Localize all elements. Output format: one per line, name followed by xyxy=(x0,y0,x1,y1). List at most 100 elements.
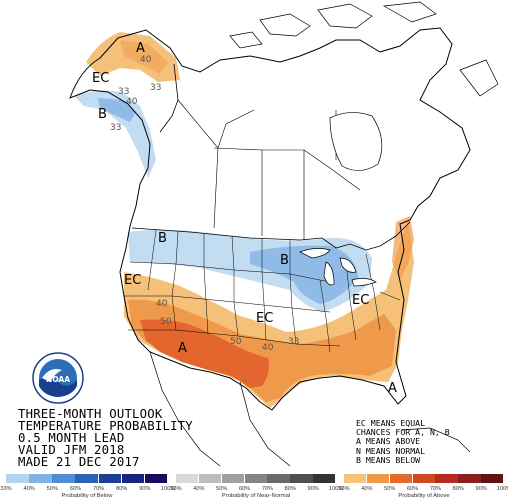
above-scale-tick: 80% xyxy=(452,486,464,492)
above-scale-tick: 40% xyxy=(361,486,373,492)
normal-scale-tick: 33% xyxy=(170,486,182,492)
above-scale-tick: 50% xyxy=(384,486,396,492)
state-lines xyxy=(124,229,401,353)
below-scale-swatch xyxy=(29,474,52,483)
below-scale-tick: 70% xyxy=(92,486,105,492)
forecast-map: A EC B B B EC EC EC A A 40 33 33 33 40 4… xyxy=(69,1,499,467)
normal-scale-swatch xyxy=(267,474,290,483)
contour-label: 33 xyxy=(288,337,299,347)
key-line: N MEANS NORMAL xyxy=(356,445,426,456)
contour-label: 40 xyxy=(156,299,168,309)
title-line: THREE-MONTH OUTLOOK xyxy=(18,407,163,421)
noaa-logo: NOAA xyxy=(32,352,84,404)
below-scale-swatch xyxy=(121,474,145,483)
label-ec-central: EC xyxy=(256,311,273,326)
below-scale-swatch xyxy=(75,474,99,483)
svg-text:NOAA: NOAA xyxy=(46,375,70,384)
label-ec-west: EC xyxy=(124,273,141,288)
title-line: 0.5 MONTH LEAD xyxy=(18,431,125,445)
below-scale-tick: 100% xyxy=(160,486,176,492)
label-ec-alaska: EC xyxy=(92,71,109,86)
above-scale-swatch xyxy=(389,474,413,483)
arctic-islands xyxy=(229,1,499,97)
label-ec-east: EC xyxy=(352,293,369,308)
above-scale-swatch xyxy=(481,474,504,483)
normal-scale-swatch xyxy=(221,474,245,483)
contour-label: 33 xyxy=(110,123,121,133)
label-a-southeast: A xyxy=(388,381,397,396)
above-scale-swatch xyxy=(366,474,390,483)
label-a-southwest: A xyxy=(178,341,187,356)
normal-scale-tick: 40% xyxy=(193,486,205,492)
above-scale-tick: 60% xyxy=(406,486,419,492)
above-scale-tick: 100% xyxy=(496,486,508,492)
outlook-title-block: THREE-MONTH OUTLOOK TEMPERATURE PROBABIL… xyxy=(18,408,193,468)
below-scale-tick: 40% xyxy=(23,486,35,492)
below-scale-tick: 33% xyxy=(0,486,12,492)
north-america-outline xyxy=(69,27,471,411)
hudson-bay xyxy=(329,112,383,171)
key-line: B MEANS BELOW xyxy=(356,454,421,465)
us-canada-border xyxy=(131,221,411,251)
key-line: CHANCES FOR A, N, B xyxy=(356,427,450,438)
province-lines xyxy=(177,99,361,240)
below-scale-tick: 80% xyxy=(116,486,128,492)
below-scale-swatch xyxy=(98,474,122,483)
normal-scale-tick: 100% xyxy=(328,486,344,492)
contour-label: 40 xyxy=(262,343,274,353)
normal-scale-tick: 50% xyxy=(216,486,228,492)
contour-label: 50 xyxy=(160,317,172,327)
contour-label: 33 xyxy=(150,83,161,93)
normal-scale-tick: 60% xyxy=(238,486,251,492)
contour-label: 50 xyxy=(230,337,242,347)
below-scale-label: Probability of Below xyxy=(61,493,113,499)
key-line: A MEANS ABOVE xyxy=(356,436,421,447)
alaska-border xyxy=(159,63,179,133)
below-scale-tick: 50% xyxy=(46,486,58,492)
east-above-area xyxy=(392,216,414,280)
above-scale-label: Probability of Above xyxy=(398,493,450,499)
normal-scale-label: Probability of Near-Normal xyxy=(221,493,291,499)
probability-scale: 33% 40% 50% 60% 70% 80% 90% 100% Probability of … xyxy=(0,470,508,500)
below-scale-swatch xyxy=(144,474,168,483)
below-scale-tick: 60% xyxy=(69,486,82,492)
above-scale-tick: 90% xyxy=(475,486,487,492)
above-scale-swatch xyxy=(344,474,367,483)
title-line: MADE 21 DEC 2017 xyxy=(18,455,140,469)
south-above-area-40 xyxy=(128,299,396,402)
mexico-cuba-outline xyxy=(149,351,471,467)
below-scale-swatch xyxy=(6,474,29,483)
above-scale-tick: 70% xyxy=(429,486,442,492)
title-line: VALID JFM 2018 xyxy=(18,443,125,457)
normal-scale-swatch xyxy=(176,474,199,483)
normal-scale-tick: 90% xyxy=(307,486,319,492)
normal-scale-swatch xyxy=(290,474,313,483)
key-line: EC MEANS EQUAL xyxy=(356,418,426,428)
alaska-below-area-40 xyxy=(98,98,136,122)
title-line: TEMPERATURE PROBABILITY xyxy=(18,419,193,433)
normal-scale-tick: 80% xyxy=(284,486,296,492)
below-scale-swatch xyxy=(52,474,75,483)
label-b-northwest: B xyxy=(158,231,167,246)
above-scale-swatch xyxy=(458,474,481,483)
contour-label: 40 xyxy=(126,97,138,107)
alaska-above-area-40 xyxy=(120,40,168,74)
above-scale-swatch xyxy=(435,474,458,483)
label-b-alaska: B xyxy=(98,107,107,122)
great-lakes xyxy=(299,248,377,287)
above-scale-tick: 33% xyxy=(338,486,350,492)
contour-label: 40 xyxy=(140,55,152,65)
normal-scale-swatch xyxy=(244,474,267,483)
legend-key: EC MEANS EQUAL CHANCES FOR A, N, B A MEA… xyxy=(356,418,450,465)
south-above-area-50 xyxy=(140,319,270,388)
normal-scale-swatch xyxy=(198,474,222,483)
label-a-alaska: A xyxy=(136,41,145,56)
below-scale-tick: 90% xyxy=(139,486,151,492)
normal-scale-tick: 70% xyxy=(261,486,274,492)
contour-label: 33 xyxy=(118,87,129,97)
label-b-great-lakes: B xyxy=(280,253,289,268)
above-scale-swatch xyxy=(412,474,435,483)
north-below-area-40 xyxy=(250,245,358,304)
normal-scale-swatch xyxy=(313,474,336,483)
